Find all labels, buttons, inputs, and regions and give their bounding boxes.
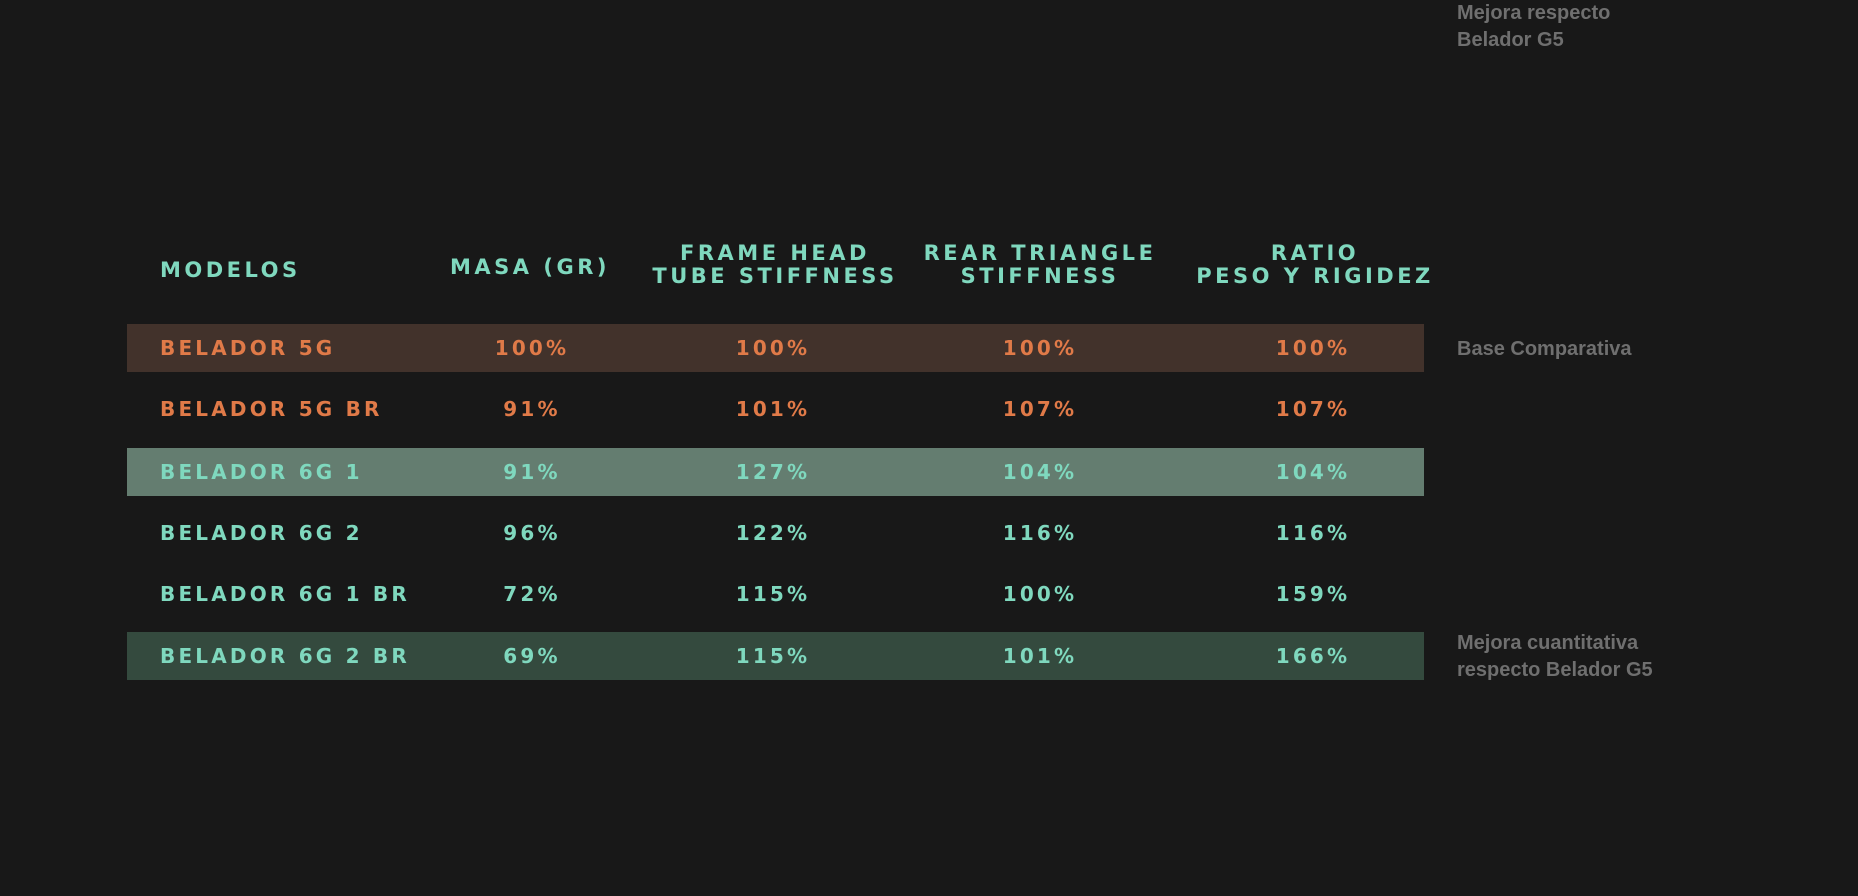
value-cell: 101% [735, 397, 811, 421]
value-cell: 104% [1275, 460, 1351, 484]
header-head-tube: FRAME HEAD TUBE STIFFNESS [652, 241, 898, 288]
value-cell: 116% [1002, 521, 1078, 545]
value-cell: 91% [503, 397, 561, 421]
value-cell: 100% [1002, 582, 1078, 606]
header-rear-triangle: REAR TRIANGLE STIFFNESS [923, 241, 1157, 288]
table-row: BELADOR 6G 2 BR 69% 115% 101% 166% [127, 632, 1424, 680]
table-row: BELADOR 5G 100% 100% 100% 100% [127, 324, 1424, 372]
value-cell: 166% [1275, 644, 1351, 668]
value-cell: 122% [735, 521, 811, 545]
value-cell: 100% [1275, 336, 1351, 360]
row-note: Mejora respecto Belador G5 [1457, 2, 1611, 51]
value-cell: 159% [1275, 582, 1351, 606]
value-cell: 116% [1275, 521, 1351, 545]
row-note: Mejora cuantitativa respecto Belador G5 [1457, 632, 1653, 681]
value-cell: 100% [494, 336, 570, 360]
model-name: BELADOR 6G 1 [160, 460, 363, 484]
value-cell: 91% [503, 460, 561, 484]
row-note: Base Comparativa [1457, 338, 1632, 360]
table-row: BELADOR 6G 2 96% 122% 116% 116% [127, 509, 1424, 557]
value-cell: 115% [735, 582, 811, 606]
model-name: BELADOR 6G 2 [160, 521, 363, 545]
value-cell: 96% [503, 521, 561, 545]
table-row: BELADOR 6G 1 BR 72% 115% 100% 159% [127, 570, 1424, 618]
value-cell: 69% [503, 644, 561, 668]
model-name: BELADOR 5G [160, 336, 336, 360]
table-row: BELADOR 5G BR 91% 101% 107% 107% [127, 385, 1424, 433]
value-cell: 107% [1002, 397, 1078, 421]
header-mass: MASA (GR) [450, 255, 610, 279]
model-name: BELADOR 6G 2 BR [160, 644, 410, 668]
value-cell: 101% [1002, 644, 1078, 668]
model-name: BELADOR 5G BR [160, 397, 383, 421]
value-cell: 115% [735, 644, 811, 668]
value-cell: 104% [1002, 460, 1078, 484]
value-cell: 107% [1275, 397, 1351, 421]
value-cell: 100% [735, 336, 811, 360]
header-models: MODELOS [160, 258, 301, 282]
value-cell: 100% [1002, 336, 1078, 360]
model-name: BELADOR 6G 1 BR [160, 582, 410, 606]
header-ratio: RATIO PESO Y RIGIDEZ [1196, 241, 1434, 288]
table-row: BELADOR 6G 1 91% 127% 104% 104% [127, 448, 1424, 496]
value-cell: 127% [735, 460, 811, 484]
value-cell: 72% [503, 582, 561, 606]
